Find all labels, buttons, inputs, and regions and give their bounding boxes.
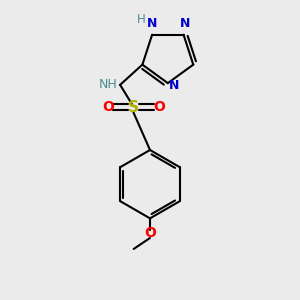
Text: O: O — [102, 100, 114, 114]
Text: O: O — [153, 100, 165, 114]
Text: N: N — [180, 17, 190, 30]
Text: NH: NH — [99, 78, 118, 92]
Text: N: N — [169, 79, 180, 92]
Text: O: O — [144, 226, 156, 240]
Text: S: S — [128, 100, 139, 115]
Text: N: N — [147, 17, 157, 30]
Text: H: H — [136, 13, 145, 26]
